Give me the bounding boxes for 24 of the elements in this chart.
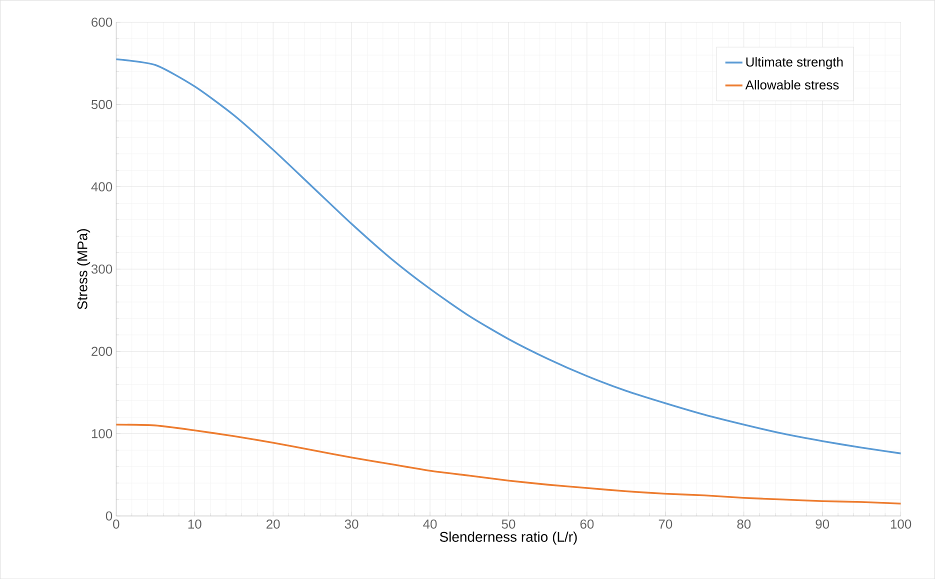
x-tick-label: 50 <box>502 519 516 529</box>
legend-label: Ultimate strength <box>746 57 843 70</box>
x-tick-label: 20 <box>266 519 280 529</box>
y-tick-label: 300 <box>91 264 112 274</box>
x-tick-label: 70 <box>658 519 672 529</box>
line-series <box>116 58 901 454</box>
x-tick-label: 10 <box>188 519 202 529</box>
x-axis-title: Slenderness ratio (L/r) <box>440 532 577 545</box>
y-tick-label: 400 <box>91 182 112 192</box>
x-tick-label: 0 <box>113 519 120 529</box>
x-tick-label: 30 <box>344 519 358 529</box>
x-tick-label: 80 <box>737 519 751 529</box>
y-tick-label: 100 <box>92 429 112 438</box>
x-tick-label: 40 <box>423 519 437 529</box>
legend-label: Allowable stress <box>745 80 839 90</box>
y-axis-title: Stress (MPa) <box>77 229 90 310</box>
y-tick-label: 200 <box>92 346 112 356</box>
x-tick-label: 90 <box>816 519 830 529</box>
x-tick-label: 60 <box>580 519 594 529</box>
line-series <box>116 424 901 504</box>
y-tick-label: 0 <box>106 511 112 521</box>
y-tick-label: 500 <box>91 100 112 110</box>
y-tick-label: 600 <box>92 18 112 27</box>
x-tick-label: 100 <box>890 519 912 529</box>
